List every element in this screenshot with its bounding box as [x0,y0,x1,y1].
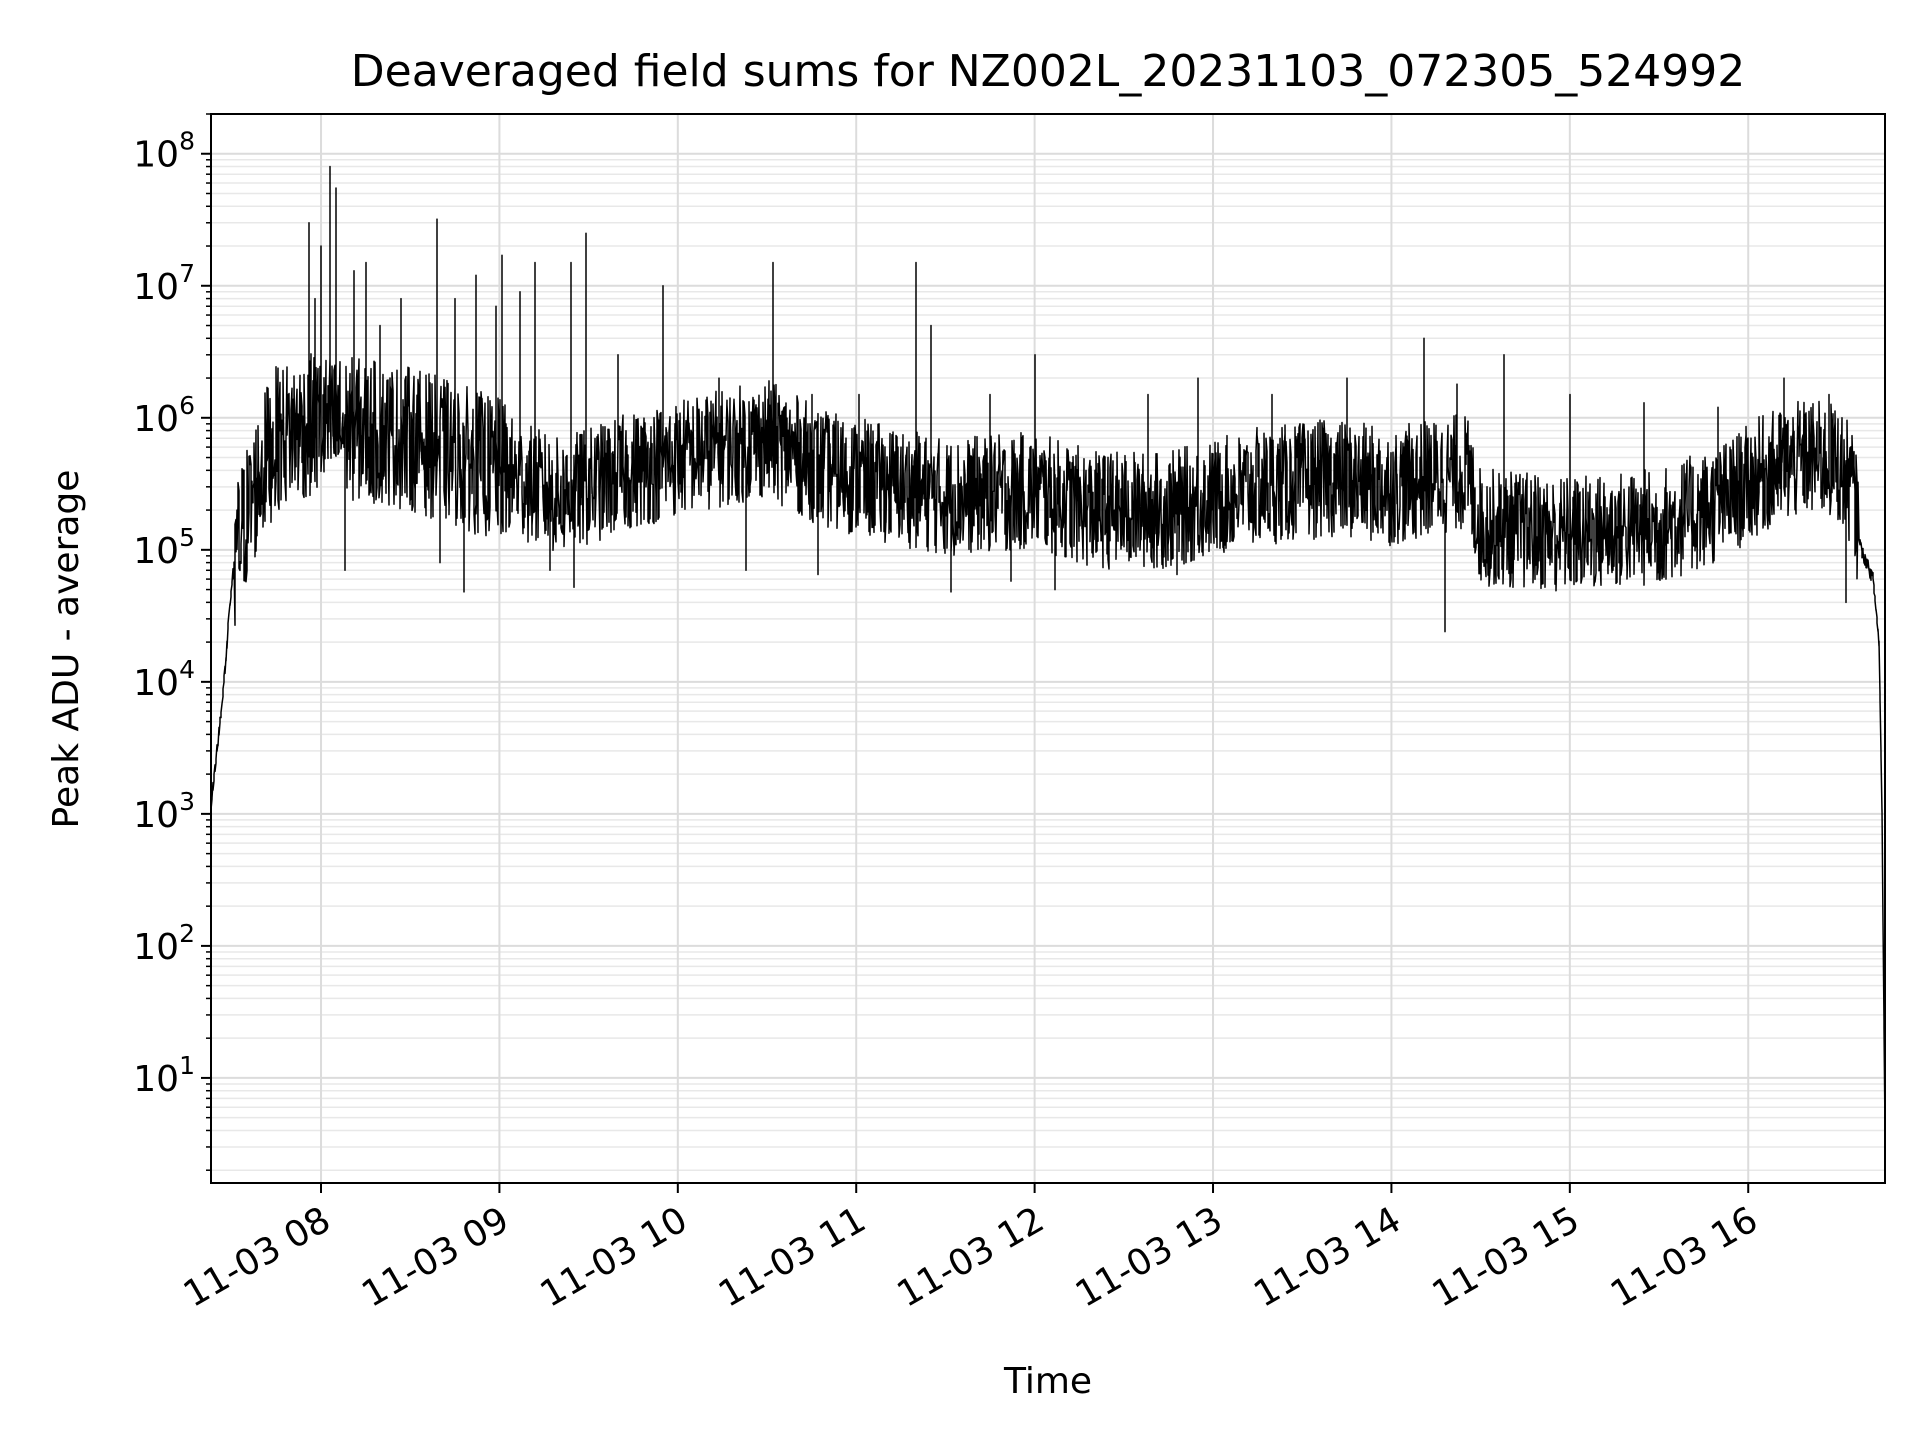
y-tick-label-exponent: 1 [179,1051,195,1080]
y-axis-label: Peak ADU - average [46,470,87,829]
y-tick-label-exponent: 2 [179,919,195,948]
y-tick-label-mantissa: 10 [133,267,179,308]
y-tick-label: 101 [133,1051,195,1100]
y-tick-label-mantissa: 10 [133,1059,179,1100]
y-tick-label: 106 [133,391,195,440]
grid [211,113,1885,1183]
y-tick-label-mantissa: 10 [133,135,179,176]
y-tick-label-exponent: 4 [179,655,195,684]
chart-title: Deaveraged field sums for NZ002L_2023110… [351,46,1745,97]
y-tick-label-mantissa: 10 [133,531,179,572]
y-tick-label-mantissa: 10 [133,399,179,440]
y-tick-label-exponent: 7 [179,259,195,288]
plot-area [210,165,1886,1134]
y-tick-label: 105 [133,523,195,572]
series-line [210,165,1886,1134]
y-tick-label-mantissa: 10 [133,795,179,836]
y-tick-label: 104 [133,655,195,704]
axes-frame [210,113,1886,1184]
y-tick-label: 102 [133,919,195,968]
y-tick-label: 108 [133,127,195,176]
y-tick-label-mantissa: 10 [133,927,179,968]
y-tick-label-mantissa: 10 [133,663,179,704]
y-tick-label-exponent: 6 [179,391,195,420]
y-tick-label: 107 [133,259,195,308]
x-axis-label: Time [1003,1361,1092,1402]
y-tick-label: 103 [133,787,195,836]
y-tick-label-exponent: 3 [179,787,195,816]
y-tick-label-exponent: 5 [179,523,195,552]
y-tick-label-exponent: 8 [179,127,195,156]
